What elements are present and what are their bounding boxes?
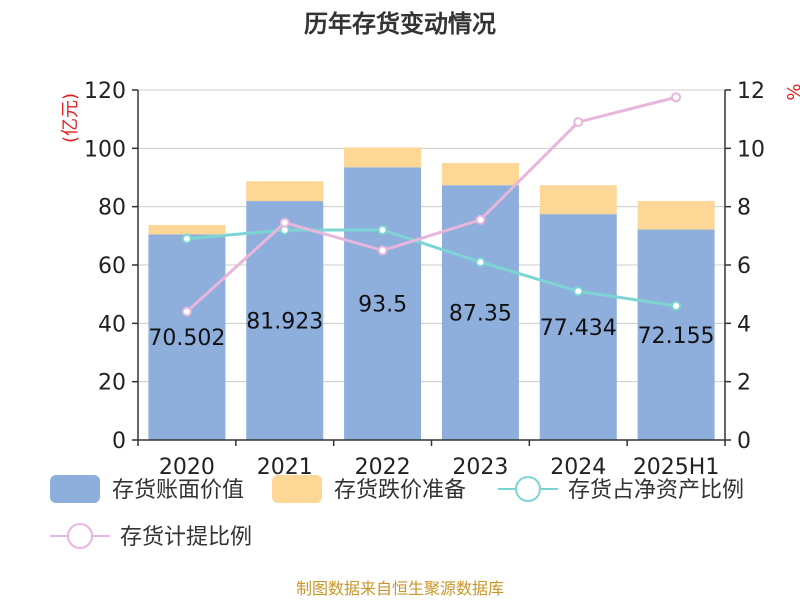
left-axis-tick-label: 100 bbox=[84, 137, 126, 162]
bar-impairment-reserve bbox=[637, 200, 715, 230]
x-axis-tick-label: 2020 bbox=[159, 455, 215, 480]
left-axis-tick-label: 20 bbox=[98, 371, 126, 396]
right-axis-tick-label: 8 bbox=[737, 196, 751, 221]
line-net-asset-ratio-point bbox=[181, 233, 192, 244]
left-axis-tick-label: 0 bbox=[112, 429, 126, 454]
line-net-asset-ratio bbox=[186, 228, 677, 308]
legend-label: 存货占净资产比例 bbox=[568, 478, 744, 503]
bar-impairment-reserve bbox=[441, 163, 519, 186]
line-provision-ratio-point bbox=[671, 92, 682, 103]
left-axis-tick-label: 60 bbox=[98, 254, 126, 279]
bar-series bbox=[148, 147, 715, 440]
bar-impairment-reserve bbox=[246, 181, 324, 202]
bar-value-label: 87.35 bbox=[449, 302, 512, 327]
legend-swatch bbox=[50, 475, 100, 503]
line-net-asset-ratio-point bbox=[573, 286, 584, 297]
left-axis-tick-label: 120 bbox=[84, 79, 126, 104]
x-axis-tick-label: 2024 bbox=[550, 455, 606, 480]
bar-value-label: 93.5 bbox=[358, 293, 407, 318]
bar-book-value bbox=[148, 234, 226, 440]
bar-book-value bbox=[539, 214, 617, 440]
right-axis-unit: % bbox=[784, 83, 800, 100]
line-provision-ratio-point bbox=[377, 245, 388, 256]
legend-marker bbox=[515, 476, 541, 502]
legend-item[interactable]: 存货账面价值 bbox=[50, 475, 244, 503]
legend-item[interactable]: 存货计提比例 bbox=[50, 523, 252, 550]
left-axis-unit: (亿元) bbox=[60, 93, 81, 143]
chart-title: 历年存货变动情况 bbox=[304, 10, 496, 38]
bar-value-label: 70.502 bbox=[148, 326, 225, 351]
bar-impairment-reserve bbox=[344, 147, 422, 168]
bar-value-label: 77.434 bbox=[540, 316, 617, 341]
bar-value-labels: 70.502 81.923 93.5 87.35 77.434 72.155 bbox=[148, 293, 714, 352]
right-axis-tick-label: 0 bbox=[737, 429, 751, 454]
bar-book-value bbox=[637, 229, 715, 440]
line-series bbox=[181, 92, 682, 317]
right-axis-tick-label: 2 bbox=[737, 371, 751, 396]
line-provision-ratio-point bbox=[279, 217, 290, 228]
legend-item[interactable]: 存货跌价准备 bbox=[272, 475, 466, 503]
line-provision-ratio-point bbox=[181, 306, 192, 317]
left-axis-tick-label: 80 bbox=[98, 196, 126, 221]
x-axis-tick-label: 2022 bbox=[355, 455, 411, 480]
line-provision-ratio bbox=[185, 95, 677, 313]
grid-lines bbox=[138, 89, 725, 383]
legend-label: 存货跌价准备 bbox=[334, 478, 466, 503]
right-axis-tick-label: 10 bbox=[737, 137, 765, 162]
bar-book-value bbox=[246, 201, 324, 440]
line-provision-ratio-point bbox=[475, 214, 486, 225]
bar-impairment-reserve bbox=[148, 225, 226, 235]
line-net-asset-ratio-point bbox=[671, 300, 682, 311]
bar-impairment-reserve bbox=[539, 185, 617, 215]
legend-swatch bbox=[272, 475, 322, 503]
left-axis-tick-label: 40 bbox=[98, 312, 126, 337]
data-source-note: 制图数据来自恒生聚源数据库 bbox=[296, 579, 504, 598]
right-axis-tick-label: 4 bbox=[737, 312, 751, 337]
bar-book-value bbox=[344, 167, 422, 440]
line-net-asset-ratio-point bbox=[475, 257, 486, 268]
right-axis-tick-label: 12 bbox=[737, 79, 765, 104]
bar-value-label: 81.923 bbox=[246, 310, 323, 335]
legend-label: 存货账面价值 bbox=[112, 478, 244, 503]
bar-value-label: 72.155 bbox=[638, 324, 715, 349]
x-axis-tick-label: 2023 bbox=[452, 455, 508, 480]
legend-label: 存货计提比例 bbox=[120, 525, 252, 550]
legend-marker bbox=[67, 523, 93, 549]
right-axis-tick-label: 6 bbox=[737, 254, 751, 279]
line-net-asset-ratio-point bbox=[377, 225, 388, 235]
x-axis-tick-label: 2025H1 bbox=[633, 455, 720, 480]
legend-item[interactable]: 存货占净资产比例 bbox=[498, 476, 744, 503]
line-provision-ratio-point bbox=[573, 117, 584, 128]
